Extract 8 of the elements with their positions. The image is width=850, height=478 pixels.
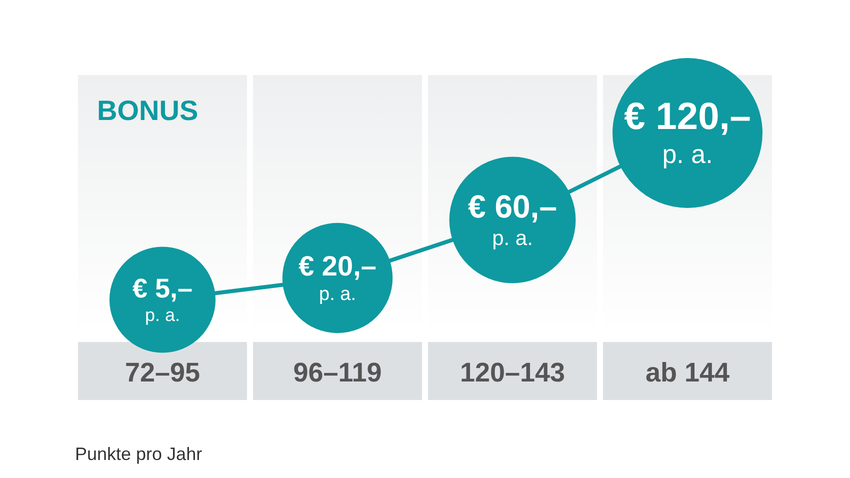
- x-tick-label: 72–95: [124, 358, 200, 388]
- x-axis-title: Punkte pro Jahr: [75, 444, 202, 464]
- x-tick-label: ab 144: [645, 358, 730, 388]
- data-label: € 120,– p. a.: [624, 96, 751, 169]
- x-tick-label: 96–119: [293, 358, 382, 388]
- chart-title: BONUS: [97, 95, 198, 126]
- data-label: € 5,– p. a.: [132, 273, 193, 325]
- x-tick-label: 120–143: [460, 358, 566, 388]
